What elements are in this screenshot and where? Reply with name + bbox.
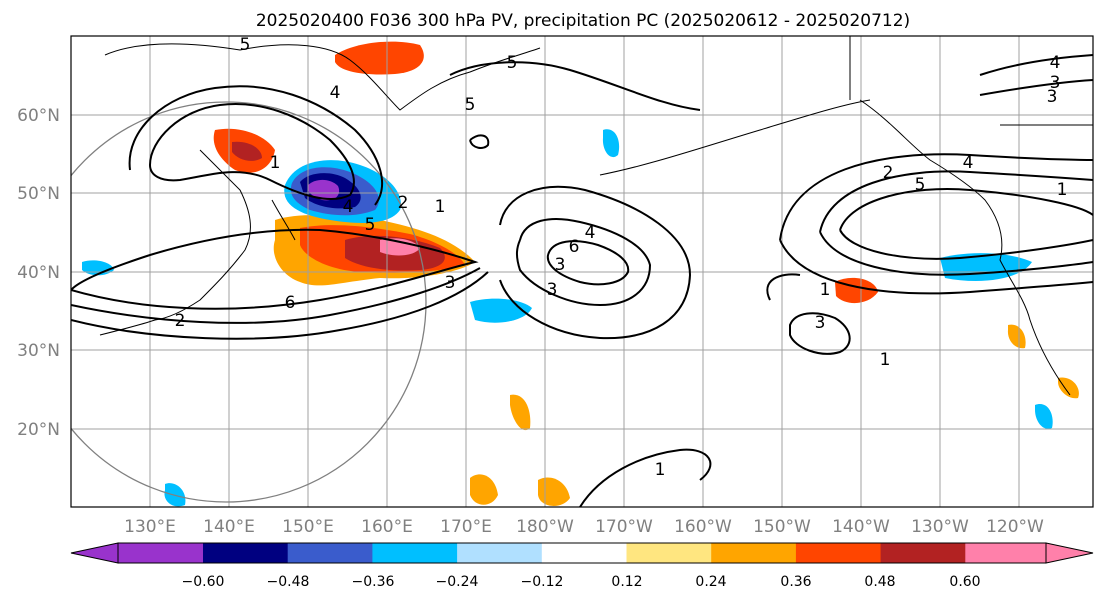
- colorbar: [70, 542, 1094, 564]
- colorbar-tick-label: −0.48: [267, 574, 310, 590]
- lon-tick-label: 170°W: [595, 517, 653, 537]
- lon-tick-label: 160°E: [361, 517, 413, 537]
- colorbar-segment: [965, 543, 1046, 563]
- precip-region: [307, 179, 340, 201]
- lat-tick-label: 60°N: [17, 106, 60, 126]
- lat-tick-label: 40°N: [17, 263, 60, 283]
- lon-tick-label: 170°E: [440, 517, 492, 537]
- contour-label: 1: [435, 197, 446, 217]
- lon-tick-label: 140°W: [832, 517, 890, 537]
- colorbar-tick-label: 0.60: [949, 574, 980, 590]
- colorbar-segment: [457, 543, 543, 563]
- colorbar-frame: [117, 542, 1047, 564]
- colorbar-segment: [626, 543, 712, 563]
- colorbar-segment: [118, 543, 203, 563]
- contour-label: 4: [963, 153, 974, 173]
- lon-tick-label: 140°E: [203, 517, 255, 537]
- contour-label: 2: [175, 311, 186, 331]
- contour-label-group: 5 5 4 5 4 3 3 1 2 1 5 4 6 4 3 3 6 3 1 4 …: [175, 35, 1068, 480]
- precip-region: [1007, 324, 1026, 349]
- lon-tick-label: 130°W: [911, 517, 969, 537]
- contour-label: 3: [1047, 87, 1058, 107]
- colorbar-segment: [287, 543, 373, 563]
- colorbar-tick-label: −0.12: [521, 574, 564, 590]
- colorbar-tick-label: −0.60: [182, 574, 225, 590]
- precip-region: [380, 238, 420, 256]
- colorbar-tick-label: −0.24: [436, 574, 479, 590]
- coastlines: [99, 36, 1093, 396]
- contour-label: 3: [555, 255, 566, 275]
- colorbar-tick-label: 0.36: [780, 574, 811, 590]
- contour-label: 1: [880, 350, 891, 370]
- map-frame: [70, 35, 1094, 508]
- colorbar-tick-label: −0.36: [352, 574, 395, 590]
- contour-label: 4: [1050, 53, 1061, 73]
- precip-region: [470, 474, 498, 505]
- contour-label: 1: [820, 280, 831, 300]
- precip-shading: [82, 41, 1079, 507]
- contour-label: 5: [915, 175, 926, 195]
- contour-label: 4: [585, 223, 596, 243]
- contour-label: 3: [445, 273, 456, 293]
- contour-label: 1: [270, 153, 281, 173]
- precip-region: [538, 477, 570, 506]
- colorbar-extend-high: [1045, 542, 1094, 564]
- region-circle: [71, 101, 427, 503]
- contour-label: 6: [569, 237, 580, 257]
- colorbar-tick-labels: −0.60 −0.48 −0.36 −0.24 −0.12 0.12 0.24 …: [182, 574, 981, 590]
- colorbar-segment: [795, 543, 882, 563]
- lon-labels: 130°E 140°E 150°E 160°E 170°E 180°W 170°…: [124, 517, 1044, 537]
- pv-contours: [71, 54, 1093, 507]
- contour-label: 1: [655, 460, 666, 480]
- lat-tick-label: 20°N: [17, 420, 60, 440]
- colorbar-segment: [711, 543, 797, 563]
- contour-label: 4: [330, 83, 341, 103]
- precip-region: [1058, 377, 1079, 399]
- precip-region: [232, 141, 262, 161]
- contour-label: 3: [815, 313, 826, 333]
- contour-label: 2: [398, 193, 409, 213]
- lon-tick-label: 160°W: [674, 517, 732, 537]
- contour-label: 5: [365, 215, 376, 235]
- contour-label: 5: [465, 95, 476, 115]
- colorbar-tick-label: 0.12: [611, 574, 642, 590]
- colorbar-tick-label: 0.24: [695, 574, 726, 590]
- contour-label: 3: [547, 280, 558, 300]
- precip-region: [1035, 404, 1053, 429]
- colorbar-tick-label: 0.48: [864, 574, 895, 590]
- lon-tick-label: 150°E: [282, 517, 334, 537]
- contour-label: 1: [1057, 180, 1068, 200]
- contour-label: 6: [285, 293, 296, 313]
- lat-tick-label: 50°N: [17, 184, 60, 204]
- precip-region: [510, 394, 531, 431]
- contour-label: 4: [343, 197, 354, 217]
- colorbar-segment: [203, 543, 289, 563]
- precip-region: [602, 129, 620, 158]
- contour-label: 2: [883, 163, 894, 183]
- precip-region: [164, 483, 186, 507]
- contour-label: 3: [1050, 73, 1061, 93]
- colorbar-segment: [880, 543, 966, 563]
- chart-title: 2025020400 F036 300 hPa PV, precipitatio…: [256, 11, 910, 31]
- contour-label: 5: [240, 35, 251, 55]
- lat-labels: 60°N 50°N 40°N 30°N 20°N: [17, 106, 60, 440]
- lon-tick-label: 150°W: [753, 517, 811, 537]
- contour-label: 5: [507, 53, 518, 73]
- lon-tick-label: 120°W: [986, 517, 1044, 537]
- colorbar-extend-low: [70, 542, 119, 564]
- colorbar-segment: [541, 543, 627, 563]
- lat-tick-label: 30°N: [17, 341, 60, 361]
- lon-tick-label: 130°E: [124, 517, 176, 537]
- lon-tick-label: 180°W: [516, 517, 574, 537]
- colorbar-segment: [372, 543, 458, 563]
